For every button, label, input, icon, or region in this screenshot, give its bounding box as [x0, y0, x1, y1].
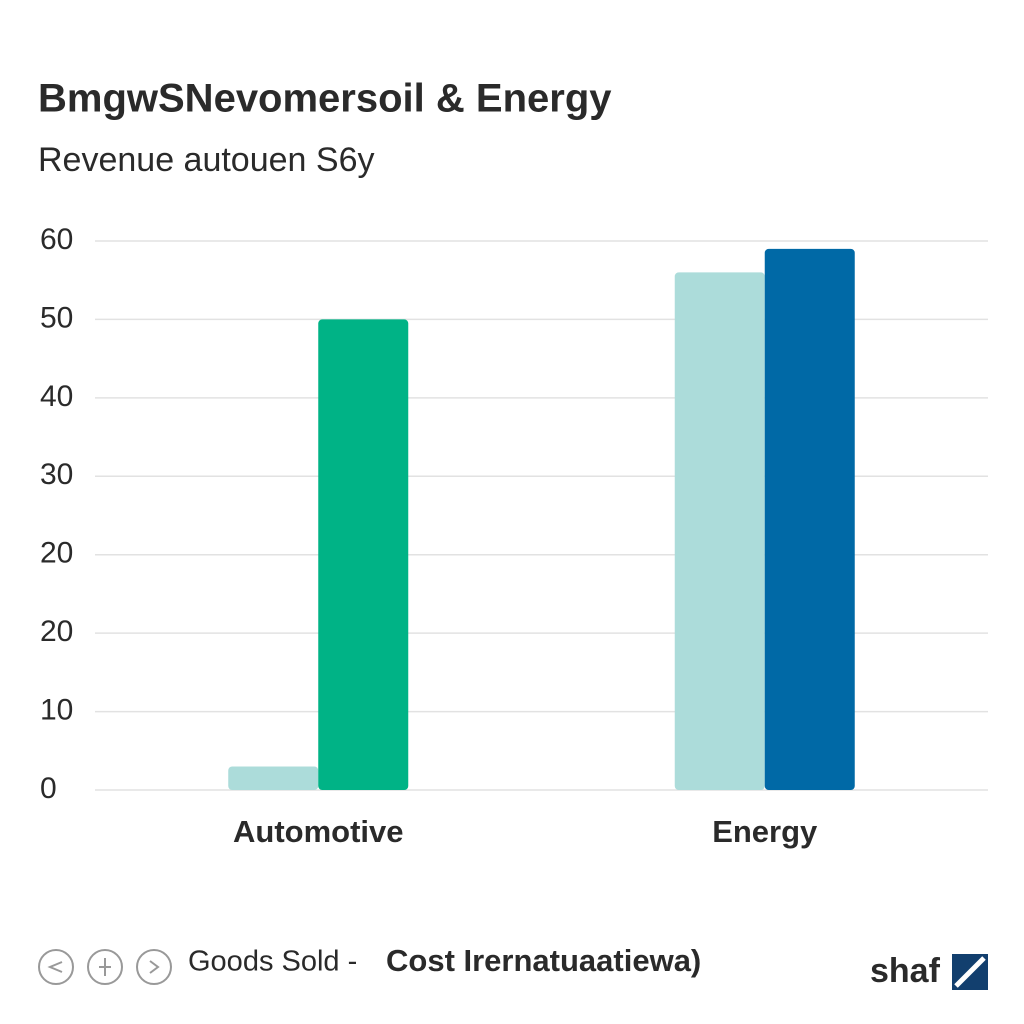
- bar: [228, 766, 319, 790]
- y-tick-label: 30: [40, 458, 73, 491]
- y-tick-label: 60: [40, 223, 73, 256]
- y-tick-label: 0: [40, 772, 57, 805]
- footer-text: Goods Sold -: [188, 946, 357, 978]
- chart-subtitle: Revenue autouen S6y: [38, 141, 374, 179]
- bar: [674, 272, 765, 790]
- y-tick-label: 20: [40, 537, 73, 570]
- y-tick-label: 40: [40, 380, 73, 413]
- y-tick-label: 10: [40, 693, 73, 726]
- x-tick-label: Energy: [712, 814, 818, 849]
- x-tick-label: Automotive: [233, 814, 404, 849]
- bar: [318, 319, 409, 790]
- logo-icon: [952, 954, 988, 990]
- chart-title: BmgwSNevomersoil & Energy: [38, 77, 612, 121]
- logo-text: shaf: [870, 952, 941, 990]
- bar: [764, 248, 855, 791]
- footer-icons: [38, 949, 172, 985]
- y-tick-label: 20: [40, 615, 73, 648]
- y-tick-label: 50: [40, 301, 73, 334]
- footer-text-bold: Cost Irernatuaatiewa): [386, 943, 701, 978]
